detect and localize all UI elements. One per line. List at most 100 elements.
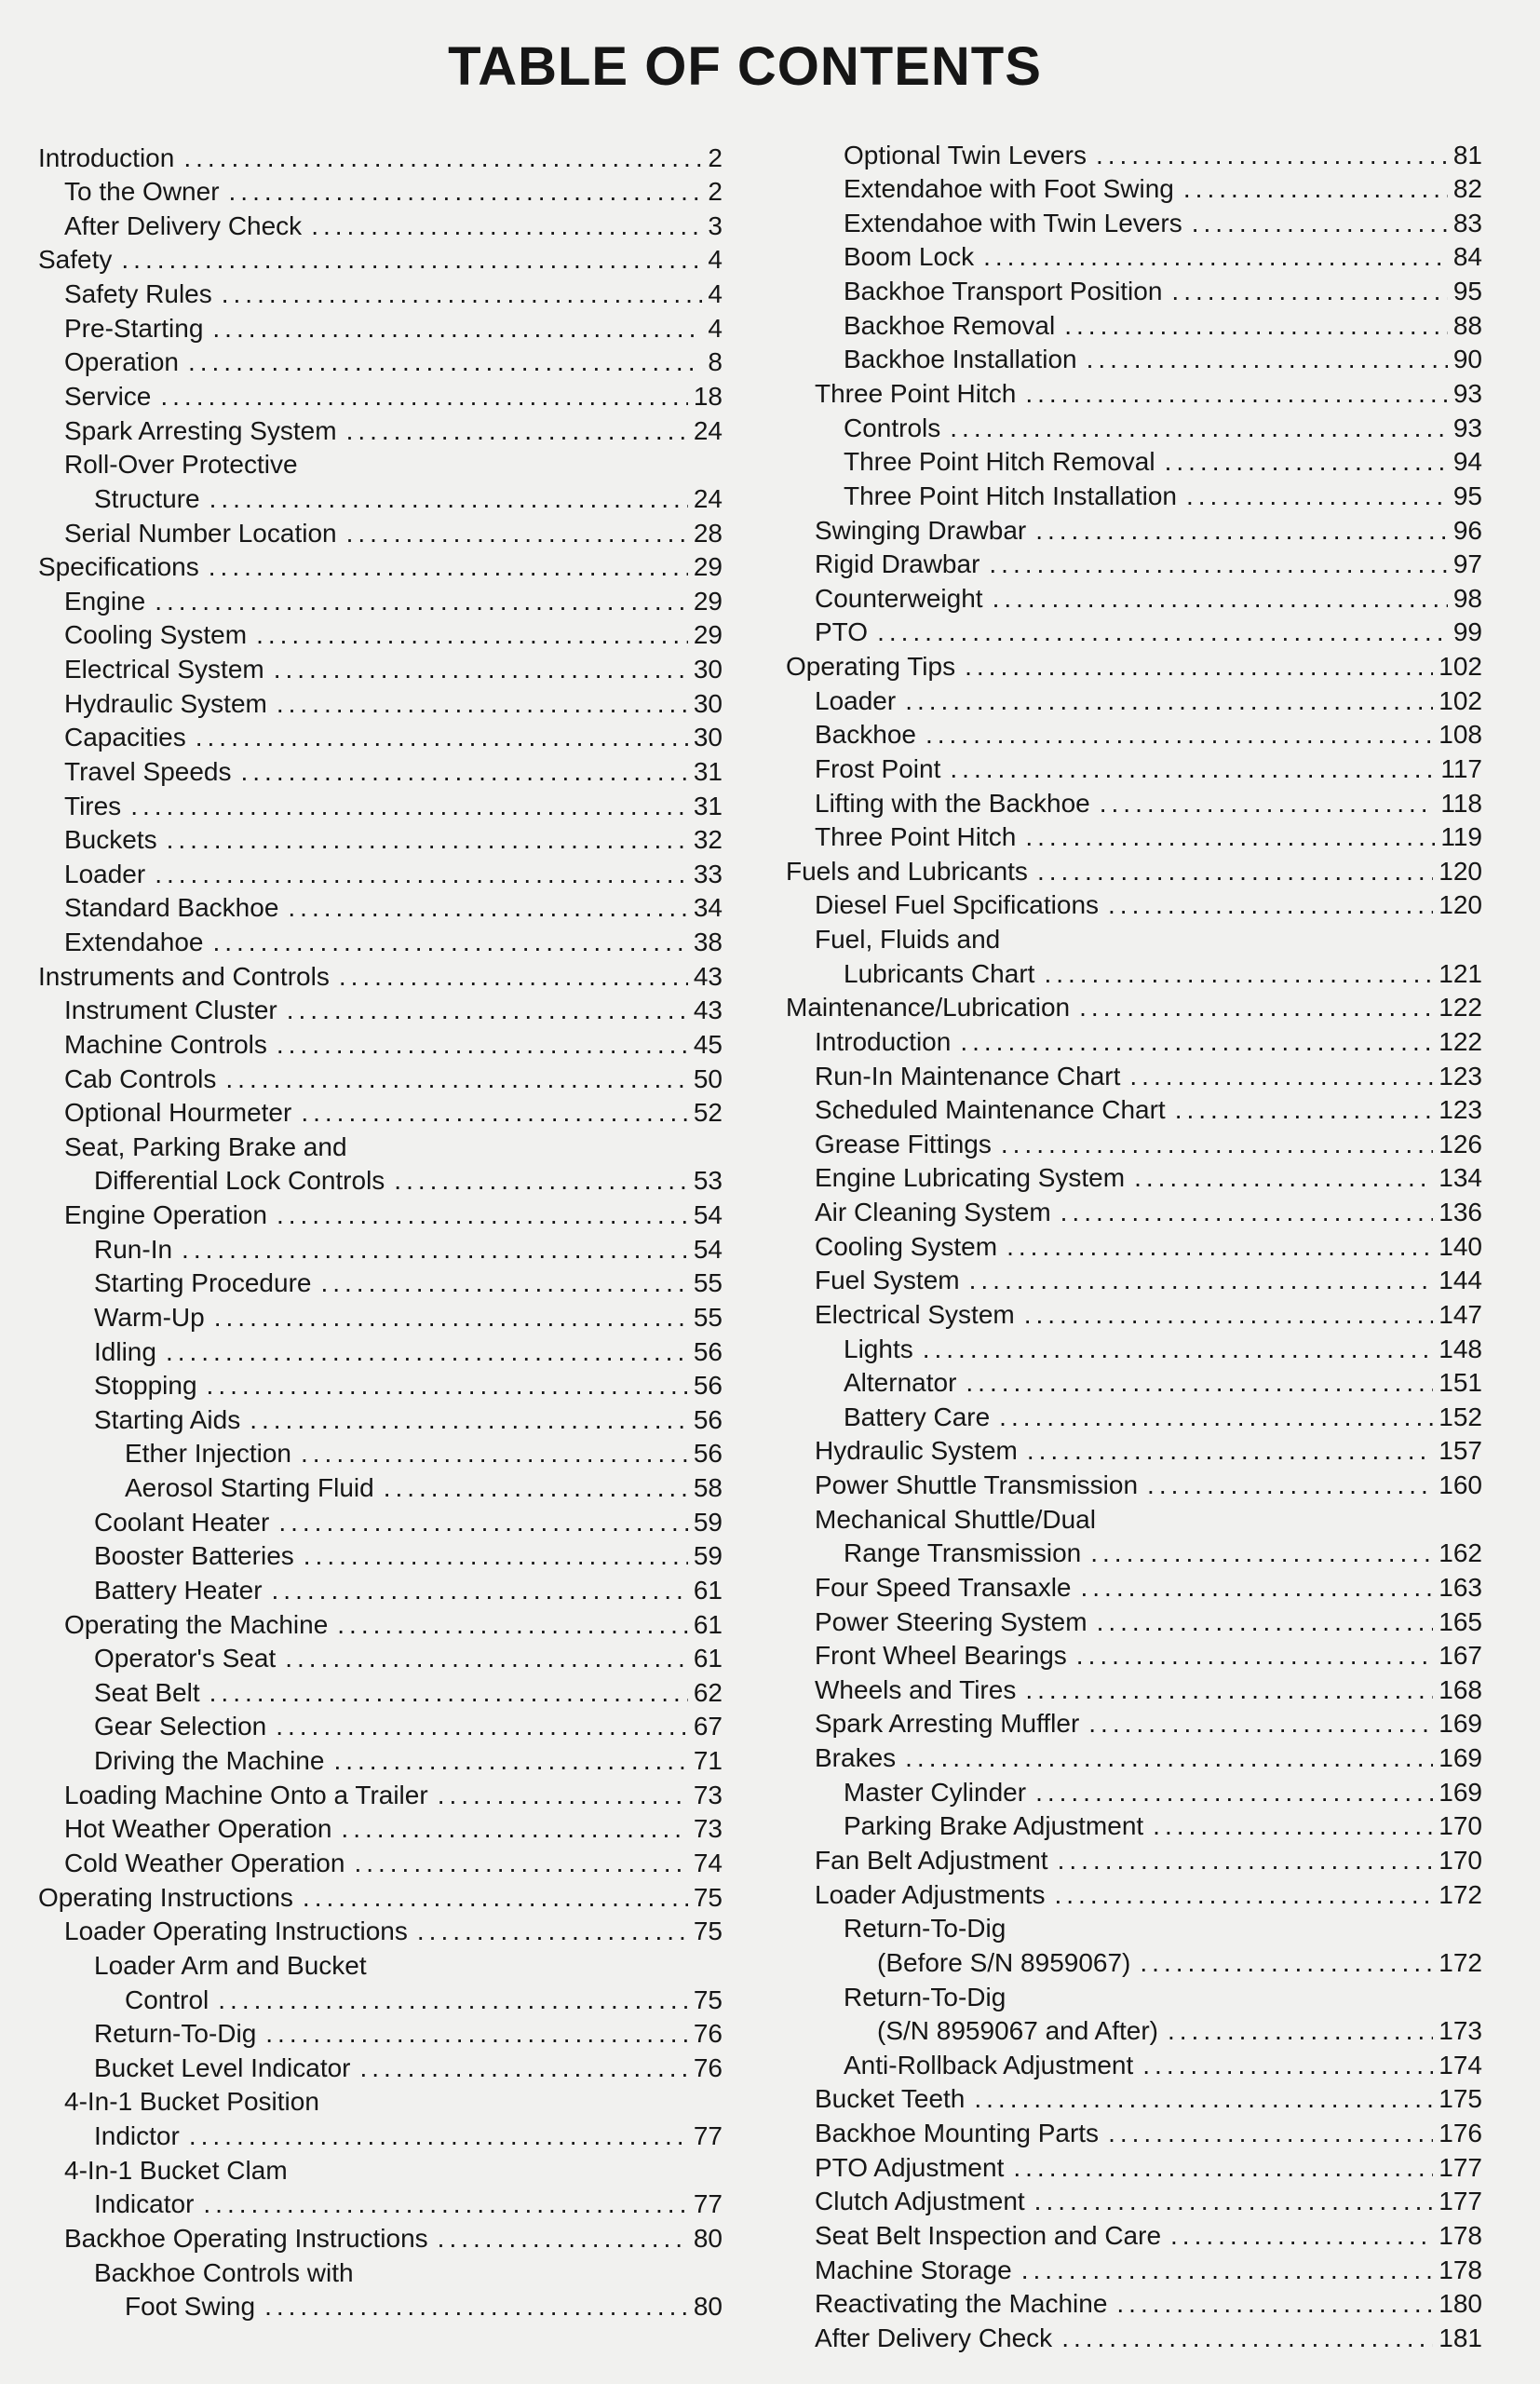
dot-leader bbox=[341, 1813, 687, 1845]
toc-entry-title: Optional Twin Levers bbox=[844, 140, 1087, 169]
toc-entry: Loader 33 bbox=[38, 856, 723, 890]
dot-leader bbox=[1147, 1470, 1433, 1501]
toc-entry-page: 140 bbox=[1439, 1231, 1482, 1261]
toc-entry-page: 62 bbox=[693, 1677, 723, 1707]
toc-entry-page: 123 bbox=[1439, 1095, 1482, 1125]
dot-leader bbox=[1116, 2288, 1433, 2320]
toc-entry: Loader 102 bbox=[786, 683, 1482, 717]
toc-entry: Pre-Starting 4 bbox=[38, 310, 723, 345]
toc-entry-title: Loader bbox=[815, 685, 897, 715]
toc-entry: Stopping 56 bbox=[38, 1368, 723, 1402]
toc-entry-title: Electrical System bbox=[815, 1299, 1015, 1329]
toc-entry-page: 123 bbox=[1439, 1061, 1482, 1090]
toc-entry: Range Transmission 162 bbox=[786, 1536, 1482, 1570]
dot-leader bbox=[256, 619, 688, 651]
toc-entry: Starting Aids 56 bbox=[38, 1402, 723, 1436]
toc-entry: After Delivery Check 3 bbox=[38, 208, 723, 242]
toc-entry-title: Travel Speeds bbox=[64, 756, 232, 786]
toc-entry-title: Machine Storage bbox=[815, 2255, 1012, 2284]
toc-entry: Three Point Hitch 119 bbox=[786, 820, 1482, 854]
toc-entry: Gear Selection 67 bbox=[38, 1709, 723, 1743]
toc-entry-page: 45 bbox=[693, 1029, 723, 1059]
toc-entry: Structure 24 bbox=[38, 481, 723, 515]
toc-entry-page: 56 bbox=[693, 1439, 723, 1469]
toc-entry-title: Safety bbox=[38, 245, 113, 275]
toc-entry-page: 121 bbox=[1439, 958, 1482, 988]
toc-entry-page: 94 bbox=[1452, 447, 1482, 477]
toc-entry: Standard Backhoe 34 bbox=[38, 890, 723, 925]
toc-entry-title: Return-To-Dig bbox=[94, 2019, 257, 2049]
dot-leader bbox=[276, 1711, 688, 1742]
toc-entry-page: 76 bbox=[693, 2052, 723, 2082]
toc-entry: Driving the Machine 71 bbox=[38, 1743, 723, 1778]
toc-entry-title: Serial Number Location bbox=[64, 518, 337, 548]
dot-leader bbox=[965, 651, 1433, 683]
toc-entry-page: 93 bbox=[1452, 413, 1482, 442]
toc-entry: Bucket Teeth 175 bbox=[786, 2081, 1482, 2116]
dot-leader bbox=[1088, 1708, 1433, 1740]
toc-entry-title: Air Cleaning System bbox=[815, 1198, 1051, 1227]
toc-entry-page: 169 bbox=[1439, 1743, 1482, 1773]
dot-leader bbox=[155, 586, 688, 617]
toc-entry: Backhoe Mounting Parts 176 bbox=[786, 2115, 1482, 2149]
toc-entry-title: Bucket Teeth bbox=[815, 2084, 966, 2114]
toc-entry-page: 162 bbox=[1439, 1538, 1482, 1568]
toc-entry-title: Hydraulic System bbox=[815, 1436, 1018, 1466]
dot-leader bbox=[121, 244, 702, 276]
toc-entry-title: Three Point Hitch bbox=[815, 378, 1017, 408]
toc-entry: Backhoe Operating Instructions 80 bbox=[38, 2220, 723, 2255]
page-title: TABLE OF CONTENTS bbox=[448, 36, 1042, 97]
dot-leader bbox=[1170, 2220, 1433, 2252]
toc-entry-page: 75 bbox=[693, 1917, 723, 1946]
toc-entry-title: Driving the Machine bbox=[94, 1746, 325, 1776]
dot-leader bbox=[1035, 515, 1448, 547]
dot-leader bbox=[241, 756, 688, 788]
toc-entry-page: 120 bbox=[1439, 856, 1482, 886]
toc-entry-page: 38 bbox=[693, 928, 723, 957]
toc-entry-page: 73 bbox=[693, 1780, 723, 1809]
toc-entry-title: Indicator bbox=[94, 2189, 195, 2219]
toc-entry: After Delivery Check 181 bbox=[786, 2320, 1482, 2354]
toc-entry: Operating Tips 102 bbox=[786, 648, 1482, 683]
toc-entry: Idling 56 bbox=[38, 1334, 723, 1368]
toc-entry: Clutch Adjustment 177 bbox=[786, 2184, 1482, 2218]
toc-entry-page: 102 bbox=[1439, 652, 1482, 682]
dot-leader bbox=[167, 824, 688, 856]
dot-leader bbox=[1108, 889, 1433, 921]
dot-leader bbox=[1087, 344, 1448, 375]
dot-leader bbox=[1060, 1197, 1434, 1228]
dot-leader bbox=[1064, 310, 1448, 342]
toc-entry-page: 75 bbox=[693, 1882, 723, 1912]
toc-entry-title: Loading Machine Onto a Trailer bbox=[64, 1780, 428, 1809]
toc-entry-page: 83 bbox=[1452, 208, 1482, 237]
dot-leader bbox=[346, 518, 688, 549]
toc-entry-title: Bucket Level Indicator bbox=[94, 2052, 351, 2082]
toc-entry: Foot Swing 80 bbox=[38, 2289, 723, 2323]
toc-entry-page: 93 bbox=[1452, 378, 1482, 408]
toc-entry-page: 120 bbox=[1439, 890, 1482, 920]
toc-entry: PTO Adjustment 177 bbox=[786, 2149, 1482, 2184]
toc-entry-page: 95 bbox=[1452, 277, 1482, 306]
toc-entry: Indicator 77 bbox=[38, 2187, 723, 2221]
dot-leader bbox=[304, 1540, 688, 1572]
toc-entry-page: 170 bbox=[1439, 1846, 1482, 1875]
toc-entry-page: 31 bbox=[693, 791, 723, 820]
toc-entry-title: Battery Heater bbox=[94, 1575, 263, 1605]
toc-entry-title: Power Shuttle Transmission bbox=[815, 1470, 1139, 1500]
toc-entry-title: Backhoe Controls with bbox=[94, 2257, 354, 2287]
toc-entry-page: 136 bbox=[1439, 1198, 1482, 1227]
toc-entry: Return-To-Dig 76 bbox=[38, 2016, 723, 2051]
toc-entry-title: Operator's Seat bbox=[94, 1644, 277, 1673]
dot-leader bbox=[1081, 1572, 1434, 1604]
toc-entry: Differential Lock Controls 53 bbox=[38, 1163, 723, 1198]
dot-leader bbox=[1129, 1061, 1433, 1092]
toc-entry-page: 31 bbox=[693, 756, 723, 786]
dot-leader bbox=[212, 927, 687, 958]
dot-leader bbox=[287, 995, 688, 1026]
toc-entry: Warm-Up 55 bbox=[38, 1299, 723, 1334]
toc-entry: Specifications 29 bbox=[38, 549, 723, 584]
toc-entry: Extendahoe with Twin Levers 83 bbox=[786, 205, 1482, 239]
toc-entry-page: 177 bbox=[1439, 2187, 1482, 2216]
toc-entry: Maintenance/Lubrication 122 bbox=[786, 990, 1482, 1024]
toc-entry-page: 34 bbox=[693, 893, 723, 923]
